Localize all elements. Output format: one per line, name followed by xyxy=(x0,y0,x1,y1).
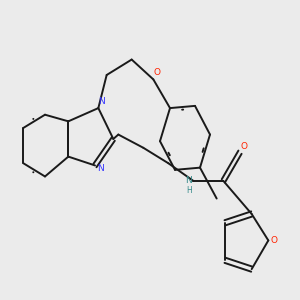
Text: O: O xyxy=(153,68,160,77)
Text: N: N xyxy=(97,164,104,173)
Text: H: H xyxy=(186,186,192,195)
Text: N: N xyxy=(186,176,192,185)
Text: N: N xyxy=(98,97,105,106)
Text: O: O xyxy=(241,142,248,152)
Text: O: O xyxy=(271,236,278,245)
